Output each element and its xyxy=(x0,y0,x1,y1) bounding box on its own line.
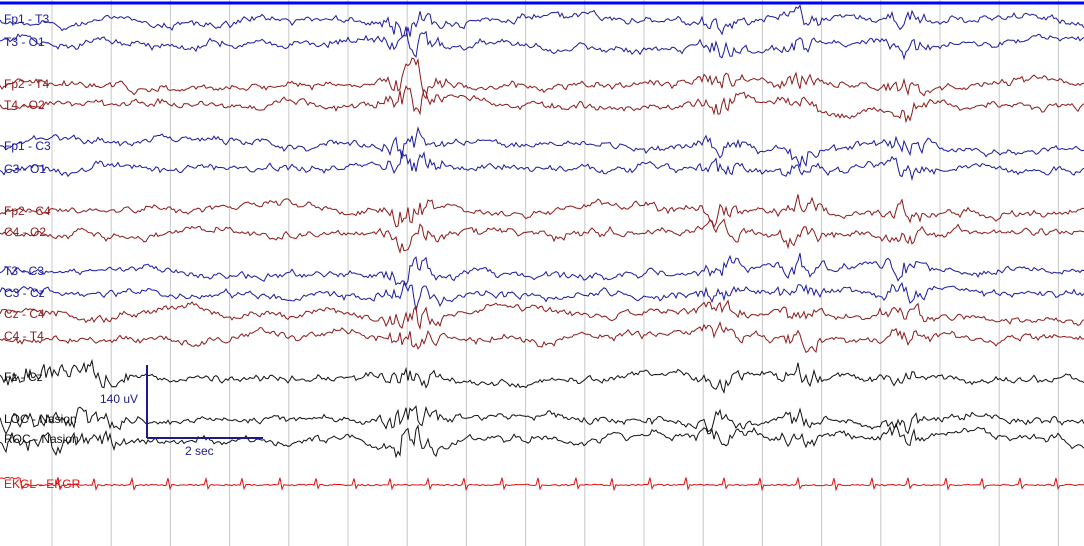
eeg-trace xyxy=(0,321,1084,354)
eeg-trace xyxy=(0,218,1084,255)
channel-label: Cz - C4 xyxy=(4,307,45,321)
channel-label: T3 - C3 xyxy=(4,264,44,278)
channel-label: C3 - Cz xyxy=(4,286,45,300)
eeg-trace xyxy=(0,57,1084,100)
eeg-trace xyxy=(0,194,1084,229)
eeg-trace xyxy=(0,358,1084,394)
channel-label: Fp1 - T3 xyxy=(4,12,49,26)
channel-label: EKGL - EKGR xyxy=(4,477,81,491)
channel-label: Fp2 - C4 xyxy=(4,204,51,218)
channel-label: Fz - Cz xyxy=(4,370,43,384)
channel-label: T3 - O1 xyxy=(4,35,45,49)
eeg-trace xyxy=(0,85,1084,124)
eeg-trace xyxy=(0,422,1084,459)
channel-label: C4 - T4 xyxy=(4,329,44,343)
eeg-trace xyxy=(0,281,1084,311)
channel-label: Fp2 - T4 xyxy=(4,77,49,91)
channel-label: T4 - O2 xyxy=(4,98,45,112)
scale-bar: 140 uV 2 sec xyxy=(100,365,263,458)
eeg-trace xyxy=(0,126,1084,169)
eeg-trace xyxy=(0,299,1084,330)
eeg-trace xyxy=(0,405,1084,435)
eeg-trace xyxy=(0,26,1084,61)
time-label: 2 sec xyxy=(185,444,214,458)
channel-label: C4 - O2 xyxy=(4,225,46,239)
amplitude-label: 140 uV xyxy=(100,392,138,406)
channel-label: Fp1 - C3 xyxy=(4,139,51,153)
channel-labels: Fp1 - T3 T3 - O1 Fp2 - T4 T4 - O2 Fp1 - C3 C3… xyxy=(4,12,81,491)
channel-label: ROC - Nasion xyxy=(4,432,79,446)
channel-label: LOC - Nasion xyxy=(4,412,77,426)
channel-label: C3 - O1 xyxy=(4,162,46,176)
eeg-trace xyxy=(0,4,1084,38)
eeg-trace xyxy=(0,476,1084,492)
eeg-trace xyxy=(0,252,1084,287)
eeg-trace xyxy=(0,149,1084,182)
traces xyxy=(0,4,1084,492)
